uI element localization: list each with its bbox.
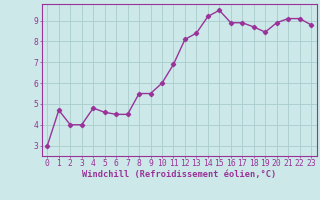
X-axis label: Windchill (Refroidissement éolien,°C): Windchill (Refroidissement éolien,°C) <box>82 170 276 179</box>
